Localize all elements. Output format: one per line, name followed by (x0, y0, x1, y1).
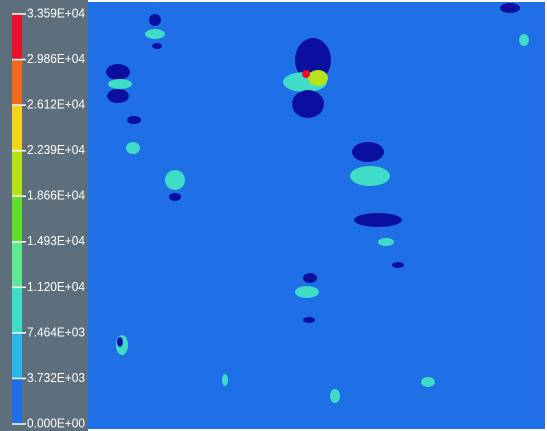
blob (107, 89, 129, 103)
blob (519, 34, 529, 46)
blob (292, 90, 324, 118)
blob (350, 166, 390, 186)
blob (354, 213, 402, 227)
legend-swatch (12, 333, 22, 379)
blob (302, 70, 310, 78)
blob (108, 79, 132, 89)
blob (421, 377, 435, 387)
blob (106, 64, 130, 80)
contour-screenshot: 3.359E+04 2.986E+04 2.612E+04 2.239E+04 1.86… (0, 0, 547, 431)
blob (152, 43, 162, 49)
legend-swatch (12, 196, 22, 242)
blob (222, 374, 228, 386)
legend-swatch (12, 60, 22, 106)
legend-swatch (12, 378, 22, 424)
blob (117, 337, 123, 347)
blob (295, 286, 319, 298)
legend-label: 1.866E+04 (27, 188, 85, 203)
legend-swatch (12, 242, 22, 288)
legend-label: 3.732E+03 (27, 370, 85, 385)
legend-swatch (12, 14, 22, 60)
blob (145, 29, 165, 39)
legend-label: 1.120E+04 (27, 279, 85, 294)
blob (127, 116, 141, 124)
legend-label: 3.359E+04 (27, 5, 85, 20)
blob (149, 14, 161, 26)
legend-swatch (12, 105, 22, 151)
legend-label: 2.239E+04 (27, 142, 85, 157)
blob (169, 193, 181, 201)
legend-label: 2.986E+04 (27, 51, 85, 66)
page: 3.359E+04 2.986E+04 2.612E+04 2.239E+04 1.86… (0, 0, 547, 431)
legend-label: 2.612E+04 (27, 97, 85, 112)
blob (330, 389, 340, 403)
blob (303, 317, 315, 323)
legend-swatch (12, 151, 22, 197)
blob (352, 142, 384, 162)
legend-label: 0.000E+00 (27, 415, 85, 430)
blob (308, 70, 328, 86)
legend-swatch (12, 287, 22, 333)
blob (303, 273, 317, 283)
blob (392, 262, 404, 268)
blob (126, 142, 140, 154)
blob (165, 170, 185, 190)
legend-label: 7.464E+03 (27, 324, 85, 339)
blob (378, 238, 394, 246)
blob (500, 3, 520, 13)
legend-label: 1.493E+04 (27, 233, 85, 248)
